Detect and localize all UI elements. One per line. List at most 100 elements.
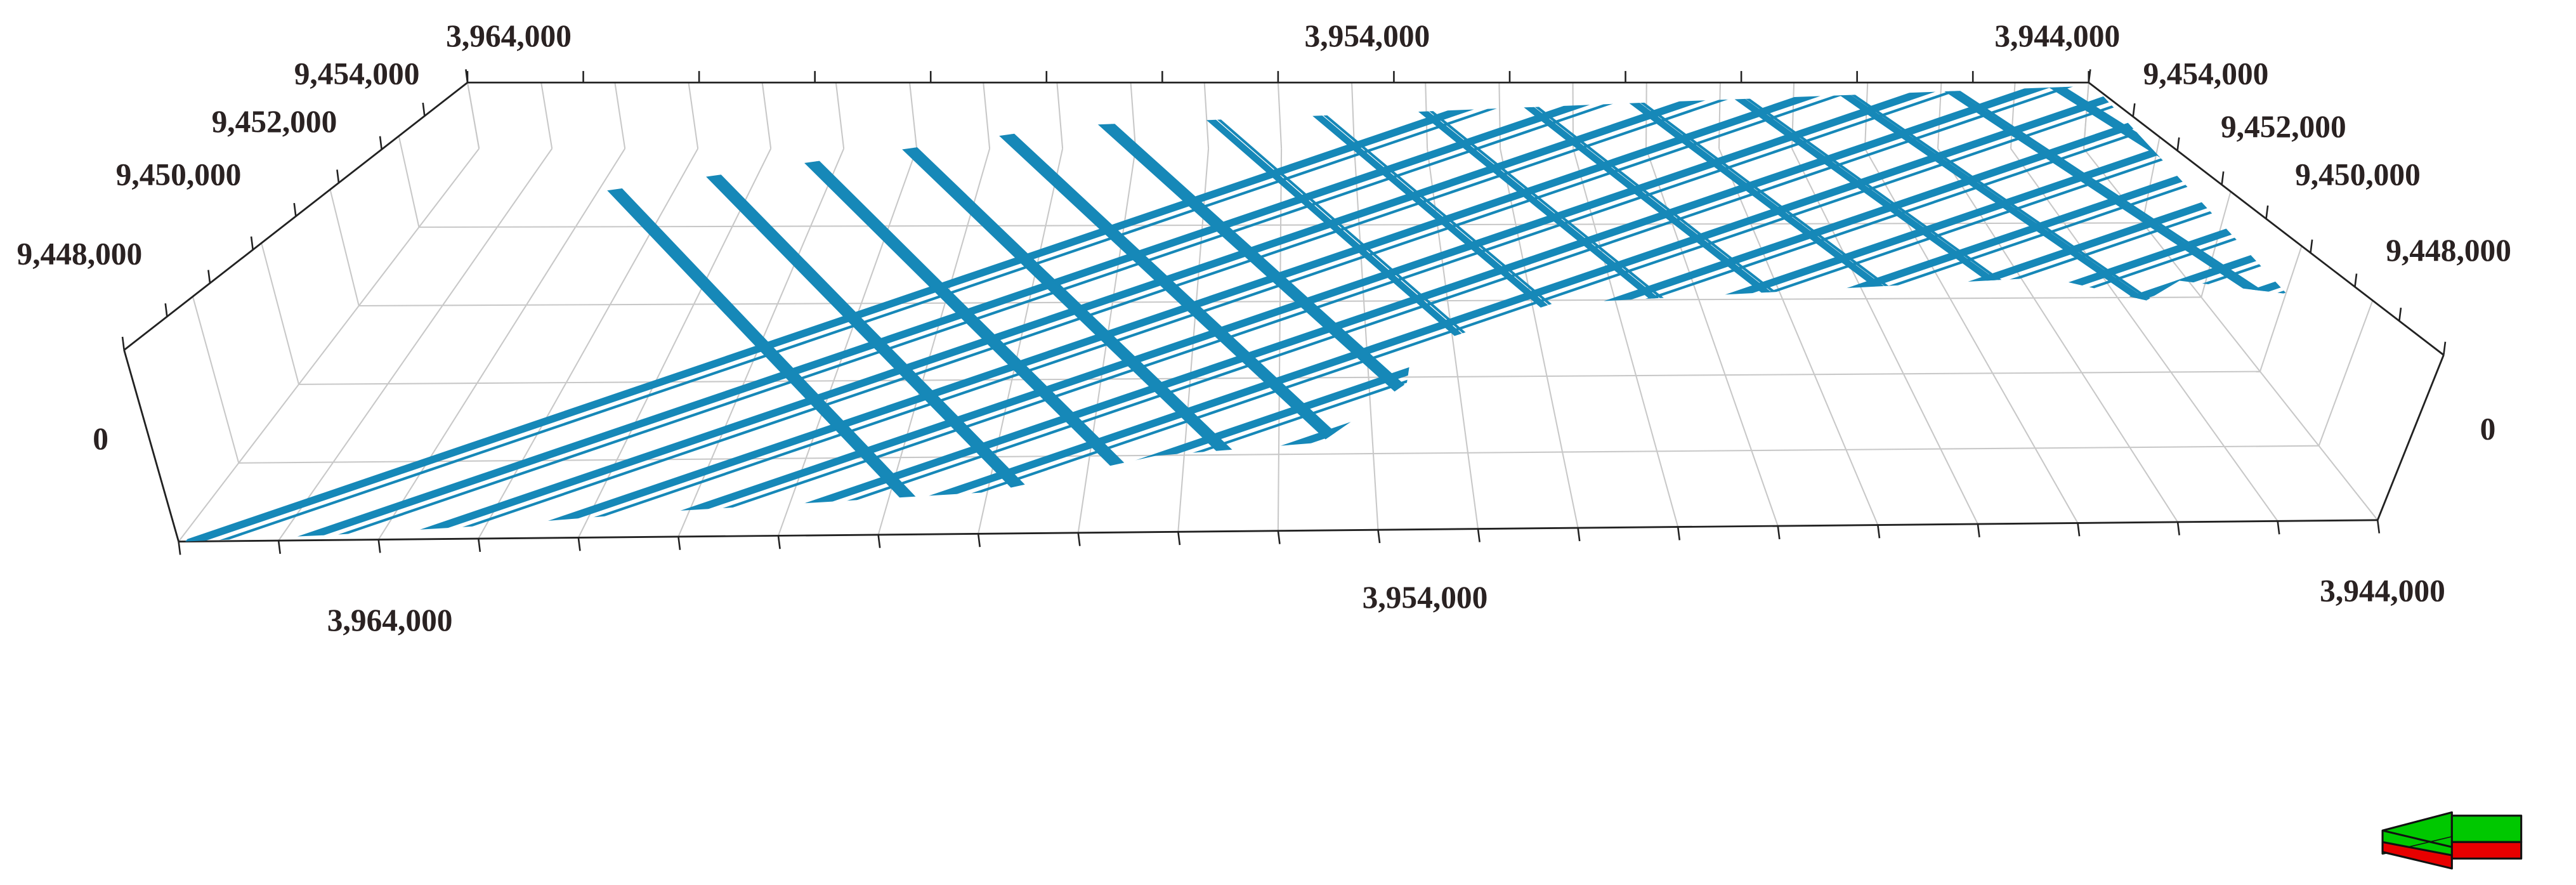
- wall-grid-line: [1130, 82, 1137, 149]
- axis-tick: [1577, 527, 1581, 542]
- survey-line: [1919, 86, 2287, 542]
- wall-grid-line: [1277, 82, 1283, 149]
- wall-grid-line: [1718, 82, 1721, 149]
- floor-grid-line: [1791, 148, 1978, 525]
- left-y-tick: 9,452,000: [212, 104, 337, 139]
- wall-grid-line: [1056, 82, 1064, 149]
- survey-line: [502, 86, 977, 542]
- wall-grid-line: [1351, 82, 1356, 149]
- wall-grid-line: [398, 136, 420, 228]
- survey-line: [2348, 66, 2576, 561]
- survey-line: [2137, 86, 2287, 542]
- survey-line: [2128, 86, 2287, 542]
- survey-line: [283, 86, 1772, 542]
- wall-grid-line: [1937, 82, 1942, 149]
- axis-tick: [379, 136, 382, 150]
- axis-tick: [121, 336, 125, 350]
- survey-line: [487, 86, 1977, 542]
- axis-tick: [422, 102, 426, 116]
- floor-grid-line: [1645, 148, 1779, 527]
- axis-tick: [293, 202, 297, 217]
- survey-line: [385, 86, 1874, 542]
- axis-tick: [377, 539, 381, 553]
- axis-tick: [2443, 341, 2447, 355]
- survey-line: [1618, 86, 2287, 542]
- bottom-x-tick: 3,964,000: [327, 603, 453, 638]
- wall-grid-line: [2259, 246, 2303, 372]
- wall-grid-line: [466, 82, 480, 149]
- wall-grid-line: [761, 82, 772, 149]
- wall-grid-line: [835, 82, 845, 149]
- axis-tick: [178, 541, 181, 555]
- survey-line: [938, 86, 1474, 542]
- axis-tick: [2221, 171, 2225, 185]
- axis-tick: [1377, 530, 1381, 544]
- floor-grid-line: [977, 148, 1064, 534]
- survey-line: [590, 86, 2079, 542]
- right-y-tick: 9,450,000: [2295, 157, 2421, 192]
- floor-grid-line: [278, 148, 553, 541]
- survey-line: [1810, 86, 2287, 542]
- axis-tick: [2265, 205, 2269, 220]
- axis-tick: [1677, 527, 1681, 541]
- axis-tick: [164, 303, 168, 317]
- wall-grid-line: [261, 242, 300, 385]
- right-y-tick: 9,454,000: [2143, 56, 2269, 91]
- wall-grid-line: [983, 82, 991, 149]
- top-x-tick: 3,954,000: [1305, 18, 1430, 53]
- axis-tick: [207, 270, 211, 284]
- axis-tick: [250, 236, 254, 250]
- floor-grid-line: [239, 445, 2319, 464]
- survey-line: [594, 86, 2081, 542]
- survey-line: [389, 86, 1876, 542]
- left-z-tick: 0: [93, 421, 108, 456]
- left-y-tick: 9,448,000: [16, 236, 142, 271]
- wall-grid-line: [540, 82, 553, 149]
- floor-grid-line: [1427, 148, 1479, 529]
- right-y-tick: 9,448,000: [2386, 233, 2511, 268]
- axis-tick: [777, 535, 781, 549]
- floor-grid-line: [1277, 148, 1283, 531]
- floor-grid-line: [577, 148, 772, 538]
- survey-line: [287, 86, 1774, 542]
- floor-grid-line: [1500, 148, 1579, 528]
- bottom-x-tick: 3,954,000: [1363, 580, 1488, 615]
- wall-grid-line: [2318, 300, 2374, 447]
- axis-tick: [2132, 103, 2136, 117]
- survey-line: [1256, 86, 1850, 542]
- left-y-tick: 9,450,000: [116, 157, 242, 192]
- axis-tick: [2354, 273, 2358, 287]
- wall-grid-line: [614, 82, 626, 149]
- bounding-box-axes: [121, 69, 2447, 555]
- axis-tick: [977, 534, 981, 547]
- axis-tick: [2277, 521, 2280, 535]
- right-z-tick: 0: [2480, 411, 2496, 446]
- axis-tick: [1077, 532, 1081, 546]
- axis-tick: [2398, 307, 2402, 322]
- axis-tick: [465, 69, 469, 83]
- axis-tick: [1877, 525, 1881, 539]
- survey-line: [795, 86, 2284, 542]
- axis-tick: [477, 538, 481, 553]
- left-y-tick: 9,454,000: [294, 56, 420, 91]
- wall-grid-line: [1203, 82, 1210, 149]
- wall-grid-line: [688, 82, 699, 149]
- survey-line: [1265, 86, 1857, 542]
- survey-line: [901, 86, 2287, 542]
- top-x-tick: 3,944,000: [1994, 18, 2120, 53]
- bottom-x-tick: 3,944,000: [2320, 573, 2445, 608]
- axis-tick: [2077, 523, 2081, 537]
- floor-grid-line: [419, 222, 2143, 228]
- survey-line: [185, 86, 1669, 542]
- floor-grid-line: [2010, 148, 2279, 521]
- floor-grid-line: [178, 148, 480, 542]
- axis-tick: [677, 536, 681, 550]
- axis-tick: [877, 534, 881, 548]
- axis-tick: [277, 540, 282, 554]
- axis-tick: [1777, 525, 1781, 540]
- survey-line: [185, 86, 1671, 542]
- axis-tick: [336, 169, 340, 183]
- axis-tick: [1977, 523, 1980, 537]
- survey-line: [1306, 86, 2287, 542]
